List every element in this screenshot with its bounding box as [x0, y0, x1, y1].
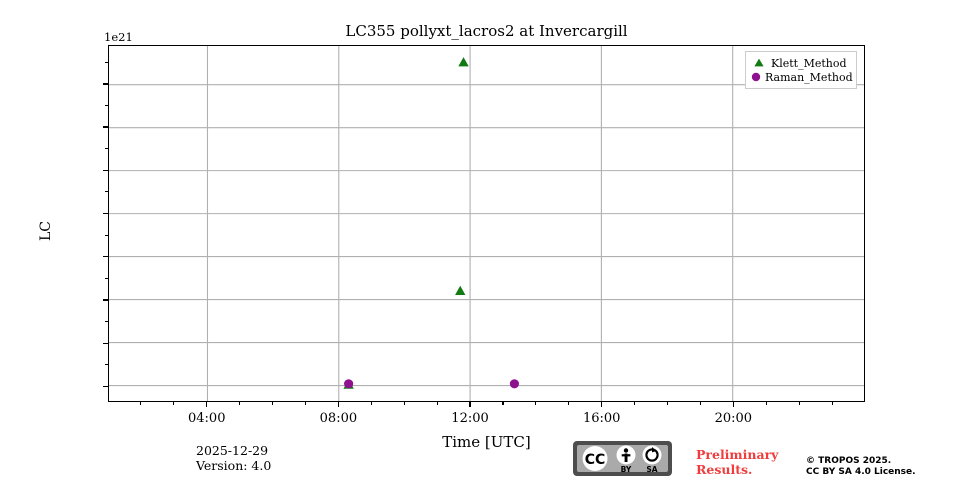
y-tick-mark: [103, 169, 108, 171]
preliminary-line-1: Preliminary: [696, 447, 779, 462]
y-tick-mark: [103, 212, 108, 215]
x-tick-label: 12:00: [451, 411, 489, 426]
y-tick-mark: [103, 385, 108, 388]
x-tick-mark: [732, 402, 734, 407]
x-axis-label: Time [UTC]: [442, 433, 531, 451]
x-tick-mark-minor: [634, 402, 636, 405]
x-tick-label: 20:00: [714, 411, 753, 426]
y-tick-mark-minor: [105, 364, 108, 366]
data-point-klett-triangle: [458, 57, 469, 67]
x-tick-label: 08:00: [319, 411, 358, 426]
creative-commons-badge-icon: CC BY SA: [573, 441, 672, 476]
y-tick-mark: [103, 256, 108, 258]
footer-version-text: Version: 4.0: [196, 458, 272, 473]
chart-title: LC355 pollyxt_lacros2 at Invercargill: [345, 22, 628, 40]
y-tick-mark: [103, 342, 108, 344]
legend-item-label: Raman_Method: [765, 70, 853, 84]
data-point-raman-circle: [509, 379, 519, 389]
x-tick-mark-minor: [798, 402, 800, 405]
copyright-line-2: CC BY SA 4.0 License.: [806, 467, 916, 477]
legend-item-raman-method[interactable]: Raman_Method: [750, 70, 853, 84]
y-tick-mark-minor: [105, 321, 108, 323]
x-tick-mark-minor: [140, 402, 142, 405]
x-tick-mark-minor: [765, 402, 767, 405]
legend-circle-icon: [750, 71, 762, 83]
y-tick-mark-minor: [105, 61, 108, 63]
preliminary-line-2: Results.: [696, 462, 753, 477]
y-tick-mark: [103, 83, 108, 85]
x-tick-mark-minor: [568, 402, 570, 405]
x-tick-mark-minor: [831, 402, 833, 405]
svg-text:BY: BY: [621, 465, 632, 474]
y-axis-label: LC: [38, 220, 55, 242]
x-tick-mark: [206, 402, 208, 407]
y-tick-mark-minor: [105, 277, 108, 279]
gridlines: [109, 46, 864, 401]
y-tick-mark-minor: [105, 148, 108, 150]
x-tick-mark-minor: [436, 402, 438, 405]
x-tick-mark-minor: [173, 402, 175, 405]
copyright-line-1: © TROPOS 2025.: [806, 456, 892, 466]
y-tick-mark: [103, 299, 108, 301]
footer-date-version: 2025-12-29 Version: 4.0: [196, 443, 271, 473]
y-axis-offset-exponent: 1e21: [104, 30, 133, 44]
data-point-klett-triangle: [455, 285, 466, 296]
preliminary-results-note: Preliminary Results.: [696, 447, 778, 477]
footer-date-text: 2025-12-29: [196, 443, 269, 458]
legend[interactable]: Klett_Method Raman_Method: [745, 51, 857, 89]
x-tick-mark-minor: [272, 402, 274, 405]
y-tick-mark-minor: [105, 104, 108, 107]
copyright-note: © TROPOS 2025. CC BY SA 4.0 License.: [806, 456, 916, 478]
legend-item-klett-method[interactable]: Klett_Method: [750, 56, 851, 70]
x-tick-mark-minor: [304, 402, 307, 405]
x-tick-label: 04:00: [188, 411, 226, 426]
x-tick-mark-minor: [535, 402, 537, 405]
legend-triangle-icon: [750, 57, 768, 69]
x-tick-mark: [601, 402, 603, 407]
y-tick-mark-minor: [105, 234, 108, 236]
x-tick-mark-minor: [666, 402, 669, 405]
legend-item-label: Klett_Method: [771, 56, 847, 70]
x-tick-label: 16:00: [582, 411, 621, 426]
x-tick-mark-minor: [403, 402, 405, 405]
svg-text:SA: SA: [646, 465, 657, 474]
data-point-raman-circle: [344, 379, 354, 389]
y-tick-mark: [103, 126, 108, 128]
x-tick-mark-minor: [699, 402, 701, 405]
x-tick-mark-minor: [239, 402, 241, 405]
plot-area: [108, 45, 865, 402]
svg-text:CC: CC: [585, 452, 606, 468]
x-tick-mark: [337, 402, 340, 407]
x-tick-mark-minor: [370, 402, 372, 405]
y-tick-mark-minor: [105, 191, 108, 193]
data-points-layer: [343, 57, 519, 389]
x-tick-mark-minor: [502, 402, 504, 405]
x-tick-mark: [469, 402, 471, 407]
